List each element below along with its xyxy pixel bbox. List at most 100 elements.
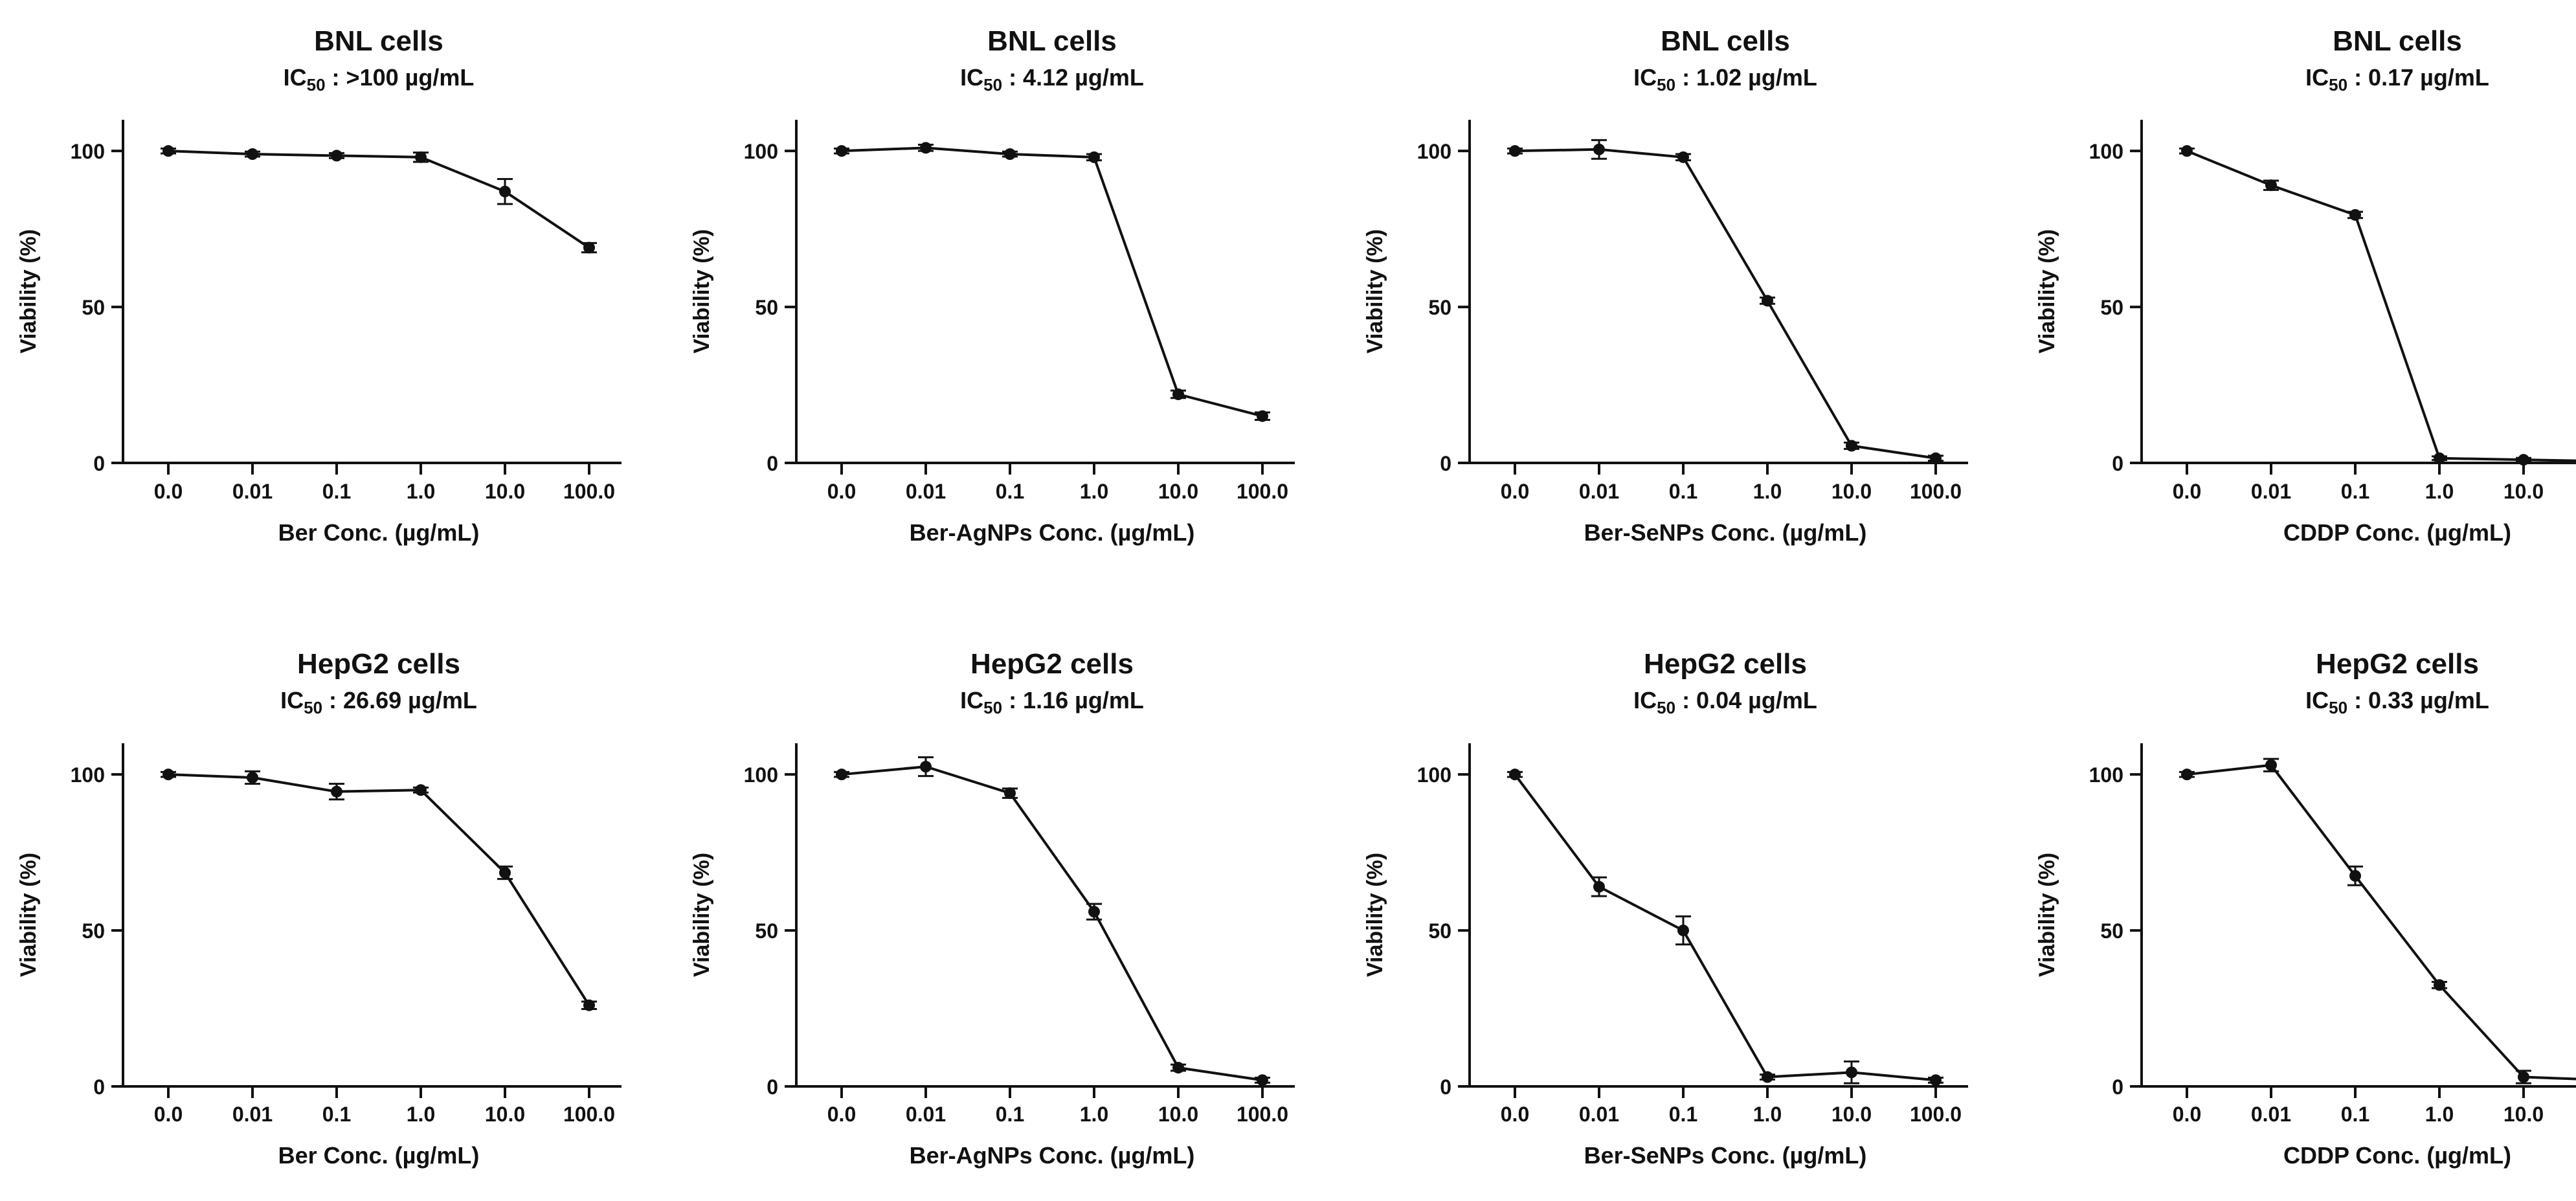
series-line (2186, 150, 2576, 462)
ic50-value: : 0.33 µg/mL (2347, 687, 2489, 713)
x-tick-label: 10.0 (1831, 480, 1872, 503)
data-point (2265, 759, 2277, 771)
x-tick-label: 0.01 (2251, 1103, 2291, 1126)
ic50-prefix: IC (960, 64, 983, 91)
chart-title: BNL cells (987, 25, 1117, 57)
x-tick-label: 0.0 (1501, 1103, 1529, 1126)
x-tick-label: 100.0 (1910, 1103, 1962, 1126)
ic50-subscript: 50 (304, 698, 322, 717)
x-tick-label: 0.0 (1501, 480, 1529, 503)
ic50-prefix: IC (1633, 687, 1657, 713)
data-point (331, 150, 342, 162)
ic50-value: : 1.16 µg/mL (1002, 687, 1144, 713)
ic50-prefix: IC (2305, 64, 2329, 91)
x-axis-label: CDDP Conc. (µg/mL) (2283, 1142, 2511, 1169)
x-tick-label: 1.0 (1753, 1103, 1782, 1126)
x-tick-label: 10.0 (2503, 480, 2544, 503)
chart-title: HepG2 cells (1644, 648, 1807, 680)
chart-title: HepG2 cells (297, 648, 460, 680)
y-tick-label: 50 (82, 919, 105, 943)
ic50-value: : 0.17 µg/mL (2347, 64, 2489, 91)
x-tick-label: 100.0 (563, 1103, 615, 1126)
data-point (2181, 145, 2193, 157)
data-point (2518, 1071, 2529, 1083)
series-line (841, 765, 1263, 1082)
x-tick-label: 1.0 (2425, 1103, 2454, 1126)
y-tick-label: 50 (82, 296, 105, 319)
ic50-value: : 26.69 µg/mL (322, 687, 477, 713)
y-tick-label: 0 (767, 1075, 778, 1099)
y-tick-label: 50 (755, 296, 778, 319)
x-tick-label: 0.01 (906, 480, 946, 503)
ic50-subtitle: IC50 : 0.17 µg/mL (2305, 64, 2489, 95)
y-tick-label: 100 (71, 140, 105, 163)
ic50-subscript: 50 (1657, 75, 1675, 95)
y-tick-label: 50 (1428, 919, 1451, 943)
x-axis-label: Ber-SeNPs Conc. (µg/mL) (1584, 1142, 1867, 1169)
y-axis-label: Viability (%) (16, 853, 41, 977)
x-tick-label: 100.0 (1237, 480, 1288, 503)
data-point (1004, 148, 1016, 160)
data-point (1762, 295, 1773, 307)
ic50-subtitle: IC50 : 4.12 µg/mL (960, 64, 1144, 95)
x-tick-label: 0.0 (2173, 480, 2201, 503)
ic50-value: : 0.04 µg/mL (1675, 687, 1817, 713)
x-tick-label: 0.1 (1669, 480, 1697, 503)
data-point (583, 999, 595, 1011)
data-point (2181, 769, 2193, 781)
ic50-prefix: IC (2305, 687, 2329, 713)
series-line (1514, 148, 1936, 460)
data-point (2434, 452, 2445, 464)
x-axis-label: Ber Conc. (µg/mL) (278, 519, 480, 546)
ic50-subscript: 50 (2329, 698, 2347, 717)
y-axis-label: Viability (%) (2035, 229, 2059, 354)
x-tick-label: 0.0 (154, 480, 183, 503)
data-point (583, 241, 595, 254)
data-point (2434, 979, 2445, 991)
ic50-subscript: 50 (1657, 698, 1675, 717)
ic50-prefix: IC (284, 64, 307, 91)
data-point (2518, 454, 2529, 466)
x-tick-label: 0.0 (2173, 1103, 2201, 1126)
chart-title: HepG2 cells (970, 648, 1134, 680)
data-point (1509, 145, 1521, 157)
y-tick-label: 0 (2112, 1075, 2123, 1099)
data-point (1930, 1074, 1942, 1086)
y-tick-label: 100 (744, 140, 778, 163)
ic50-value: : >100 µg/mL (326, 64, 475, 91)
x-tick-label: 0.0 (827, 1103, 856, 1126)
x-tick-label: 0.01 (232, 480, 273, 503)
chart-title: BNL cells (314, 25, 443, 57)
x-tick-label: 0.1 (996, 1103, 1024, 1126)
ic50-subtitle: IC50 : 26.69 µg/mL (280, 687, 477, 717)
y-axis-label: Viability (%) (689, 853, 714, 977)
y-axis-label: Viability (%) (1363, 853, 1387, 977)
x-tick-label: 10.0 (485, 1103, 525, 1126)
x-tick-label: 10.0 (1158, 1103, 1198, 1126)
x-tick-label: 1.0 (2425, 480, 2454, 503)
y-tick-label: 50 (1428, 296, 1451, 319)
data-point (1088, 151, 1100, 163)
ic50-prefix: IC (960, 687, 983, 713)
ic50-subscript: 50 (307, 75, 326, 95)
data-point (1172, 1062, 1184, 1074)
x-tick-label: 0.01 (2251, 480, 2291, 503)
x-tick-label: 0.01 (1579, 480, 1619, 503)
ic50-subtitle: IC50 : 1.02 µg/mL (1633, 64, 1817, 95)
y-tick-label: 0 (93, 452, 105, 475)
y-tick-label: 100 (2089, 763, 2123, 787)
x-tick-label: 10.0 (2503, 1103, 2544, 1126)
series-line (2186, 763, 2576, 1081)
data-point (1004, 787, 1016, 800)
y-tick-label: 0 (1440, 1075, 1451, 1099)
x-tick-label: 0.01 (232, 1103, 273, 1126)
data-point (162, 769, 174, 781)
y-tick-label: 100 (2089, 140, 2123, 163)
data-point (415, 151, 427, 163)
ic50-value: : 4.12 µg/mL (1002, 64, 1144, 91)
